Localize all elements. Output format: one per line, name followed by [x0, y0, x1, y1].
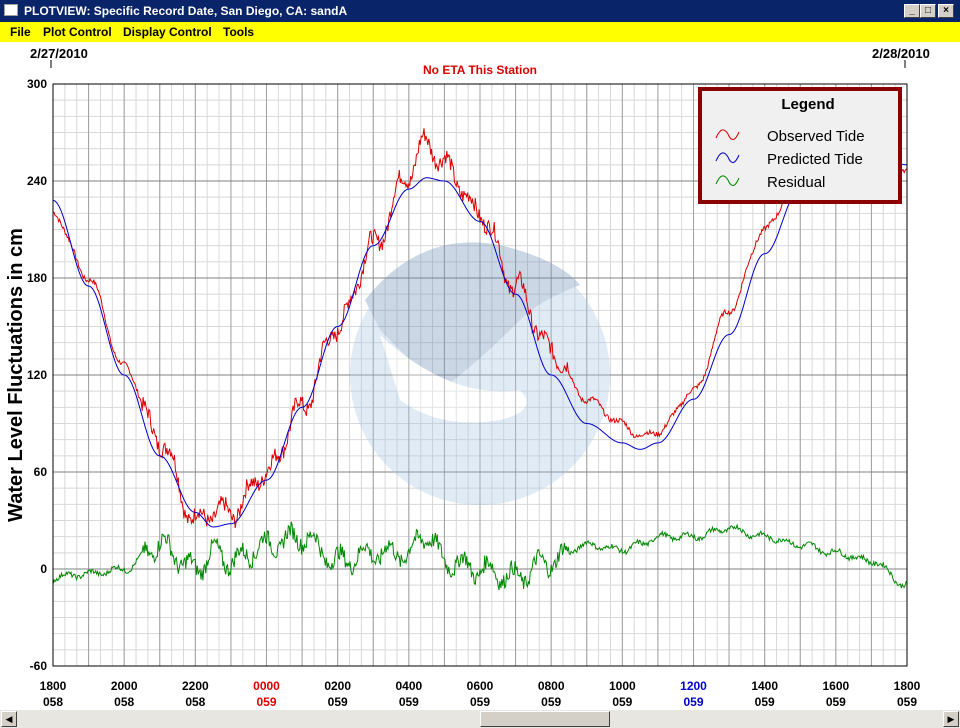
- plot-area: -60 0 60 120 180 240 300 1800 058 2000 058 2200 058…: [0, 42, 960, 710]
- x-tick-time-label: 1400: [751, 679, 778, 693]
- watermark-bird: [365, 242, 580, 390]
- x-tick-day-label: 059: [826, 695, 846, 709]
- watermark-wave: [380, 335, 527, 423]
- x-tick-day-label: 059: [328, 695, 348, 709]
- x-tick-day-label: 058: [43, 695, 63, 709]
- menu-bar: File Plot Control Display Control Tools: [0, 22, 960, 42]
- app-icon: [4, 4, 18, 16]
- x-tick-day-label: 059: [399, 695, 419, 709]
- series-layer: [52, 128, 908, 591]
- menu-plot-control[interactable]: Plot Control: [43, 25, 112, 39]
- x-tick-time-label: 1200: [680, 679, 707, 693]
- legend-observed-swatch: [715, 129, 740, 140]
- scroll-left-arrow-icon[interactable]: ◀: [1, 711, 17, 727]
- x-tick-day-label: 059: [612, 695, 632, 709]
- legend-predicted-label: Predicted Tide: [767, 151, 863, 168]
- plot-frame: [52, 83, 908, 667]
- menu-file[interactable]: File: [10, 25, 31, 39]
- y-tick-label: 0: [40, 562, 47, 576]
- minimize-button[interactable]: _: [904, 4, 920, 18]
- x-tick-day-label: 058: [185, 695, 205, 709]
- date-left: 2/27/2010: [30, 46, 88, 61]
- menu-display-control[interactable]: Display Control: [123, 25, 212, 39]
- scroll-thumb[interactable]: [480, 711, 610, 727]
- x-tick-day-label: 059: [683, 695, 703, 709]
- x-tick-day-label: 059: [755, 695, 775, 709]
- x-tick-time-label: 1000: [609, 679, 636, 693]
- y-axis-label: Water Level Fluctuations in cm: [5, 228, 27, 522]
- y-axis: -60 0 60 120 180 240 300: [27, 77, 47, 673]
- noaa-watermark: [350, 242, 610, 505]
- legend[interactable]: Legend Observed Tide Predicted Tide Resi…: [698, 87, 902, 204]
- x-tick-time-label: 2000: [111, 679, 138, 693]
- y-tick-label: 240: [27, 174, 47, 188]
- y-tick-label: 60: [34, 465, 48, 479]
- y-tick-label: 180: [27, 271, 47, 285]
- tide-chart: -60 0 60 120 180 240 300 1800 058 2000 058 2200 058…: [5, 46, 930, 709]
- horizontal-scrollbar[interactable]: ◀ ▶: [0, 710, 960, 728]
- x-tick-time-label: 0600: [467, 679, 494, 693]
- legend-residual-swatch: [715, 175, 740, 186]
- x-tick-day-label: 058: [114, 695, 134, 709]
- y-tick-label: 120: [27, 368, 47, 382]
- close-button[interactable]: ×: [938, 4, 954, 18]
- x-tick-day-label: 059: [470, 695, 490, 709]
- maximize-button[interactable]: □: [920, 4, 936, 18]
- series-predicted-tide-line: [52, 151, 907, 528]
- x-tick-time-label: 1800: [40, 679, 67, 693]
- x-tick-time-label: 1600: [822, 679, 849, 693]
- y-tick-label: -60: [30, 659, 48, 673]
- window-title: PLOTVIEW: Specific Record Date, San Dieg…: [24, 4, 348, 18]
- series-residual-line: [52, 521, 908, 591]
- x-tick-time-label: 0000: [253, 679, 280, 693]
- watermark-circle: [350, 245, 610, 505]
- legend-observed-label: Observed Tide: [767, 128, 865, 145]
- x-tick-time-label: 2200: [182, 679, 209, 693]
- series-observed-tide-line: [52, 128, 908, 528]
- x-tick-day-label: 059: [256, 695, 276, 709]
- legend-predicted-swatch: [715, 152, 740, 163]
- x-tick-time-label: 0200: [324, 679, 351, 693]
- x-tick-time-label: 1800: [894, 679, 921, 693]
- legend-title: Legend: [781, 96, 834, 113]
- legend-box: [698, 87, 902, 204]
- title-bar[interactable]: PLOTVIEW: Specific Record Date, San Dieg…: [0, 0, 960, 22]
- x-tick-time-label: 0800: [538, 679, 565, 693]
- x-axis: 1800 058 2000 058 2200 058 0000 059 0200 059 0400 0…: [40, 679, 921, 709]
- x-tick-time-label: 0400: [395, 679, 422, 693]
- scroll-right-arrow-icon[interactable]: ▶: [943, 711, 959, 727]
- y-tick-label: 300: [27, 77, 47, 91]
- legend-residual-label: Residual: [767, 174, 825, 191]
- date-right: 2/28/2010: [872, 46, 930, 61]
- x-tick-day-label: 059: [541, 695, 561, 709]
- menu-tools[interactable]: Tools: [223, 25, 255, 39]
- x-tick-day-label: 059: [897, 695, 917, 709]
- eta-notice: No ETA This Station: [423, 63, 537, 77]
